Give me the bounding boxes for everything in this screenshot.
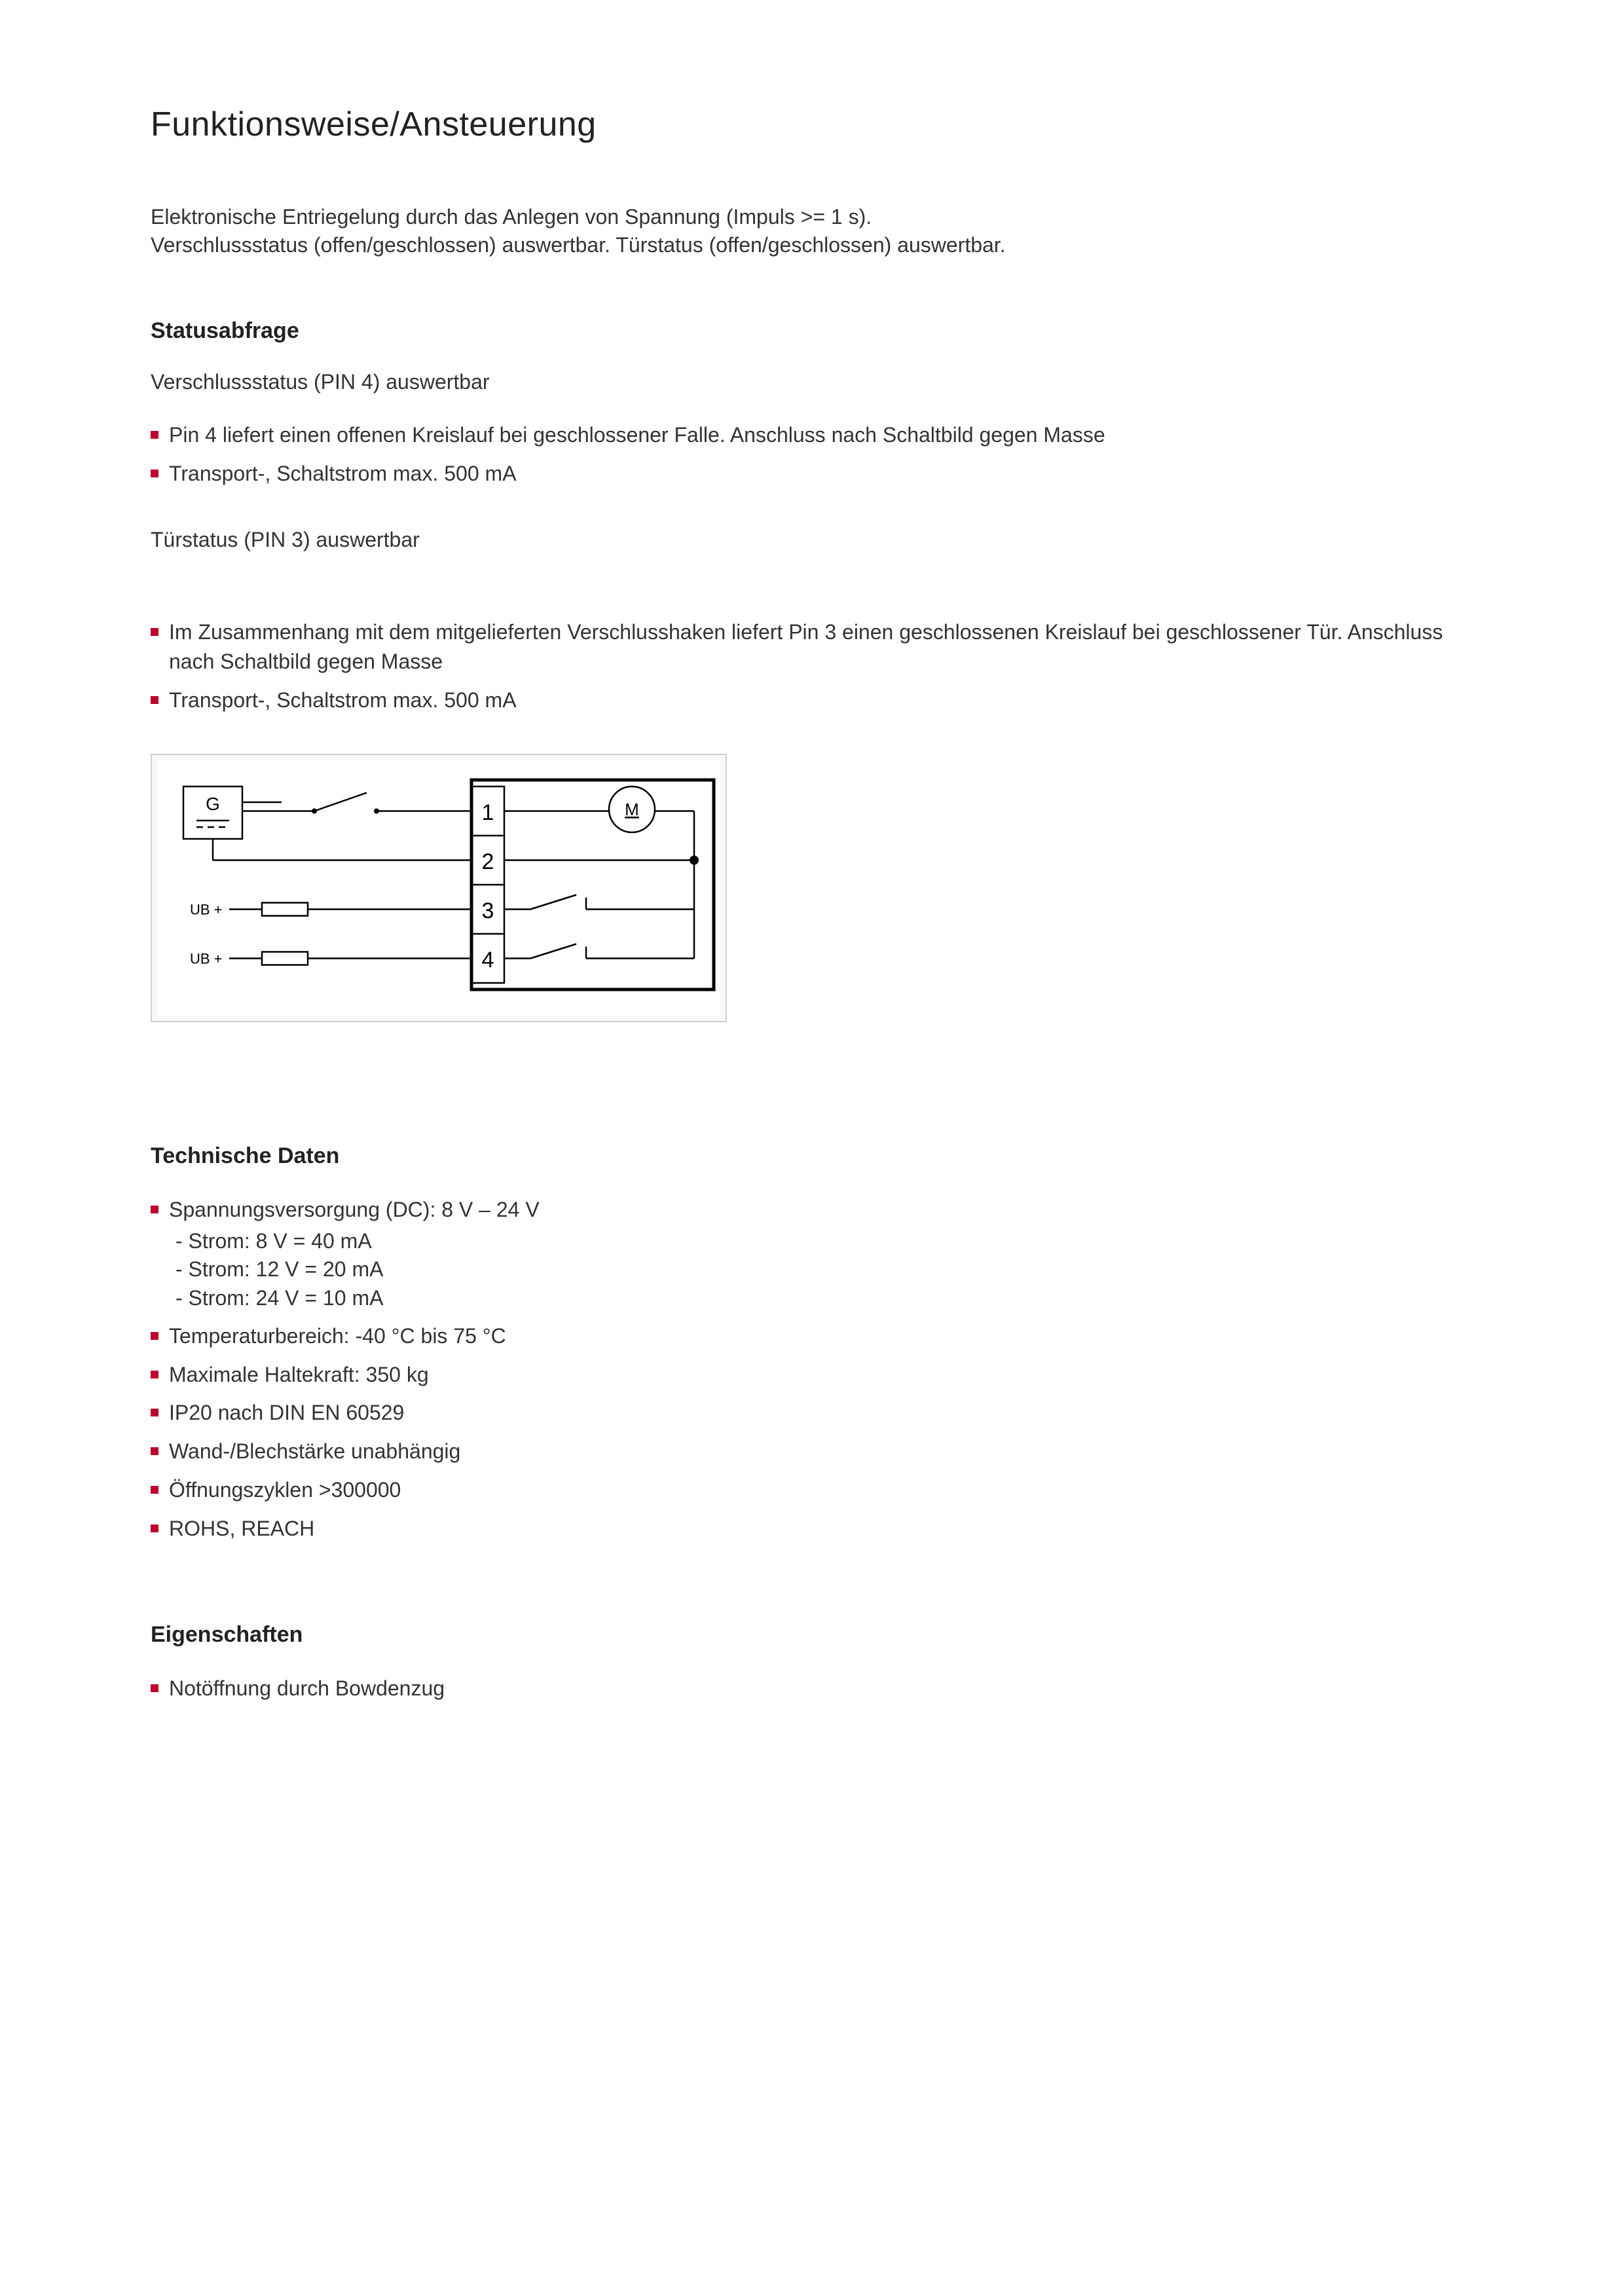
list-subitem: - Strom: 24 V = 10 mA <box>169 1284 1473 1312</box>
svg-text:M: M <box>625 800 639 819</box>
list-item: Im Zusammenhang mit dem mitgelieferten V… <box>151 618 1473 676</box>
status-pin3-intro: Türstatus (PIN 3) auswertbar <box>151 528 1473 552</box>
circuit-svg: 1 2 3 4 G UB + UB + M <box>151 754 727 1022</box>
list-item: Öffnungszyklen >300000 <box>151 1475 1473 1505</box>
intro-line-2: Verschlussstatus (offen/geschlossen) aus… <box>151 233 1006 257</box>
intro-paragraph: Elektronische Entriegelung durch das Anl… <box>151 203 1473 259</box>
list-item: Temperaturbereich: -40 °C bis 75 °C <box>151 1322 1473 1351</box>
list-subitem: - Strom: 12 V = 20 mA <box>169 1255 1473 1284</box>
list-item: IP20 nach DIN EN 60529 <box>151 1398 1473 1428</box>
circuit-diagram: 1 2 3 4 G UB + UB + M <box>151 754 1473 1026</box>
svg-text:UB +: UB + <box>190 951 223 967</box>
list-item: Transport-, Schaltstrom max. 500 mA <box>151 459 1473 489</box>
svg-text:4: 4 <box>482 948 494 972</box>
svg-text:3: 3 <box>482 898 494 923</box>
list-item: Wand-/Blechstärke unabhängig <box>151 1437 1473 1466</box>
svg-text:1: 1 <box>482 800 494 825</box>
status-pin4-intro: Verschlussstatus (PIN 4) auswertbar <box>151 370 1473 394</box>
status-heading: Statusabfrage <box>151 318 1473 344</box>
props-list: Notöffnung durch Bowdenzug <box>151 1674 1473 1703</box>
props-heading: Eigenschaften <box>151 1622 1473 1648</box>
list-item: ROHS, REACH <box>151 1514 1473 1543</box>
list-item: Pin 4 liefert einen offenen Kreislauf be… <box>151 420 1473 450</box>
tech-list: Spannungsversorgung (DC): 8 V – 24 V- St… <box>151 1195 1473 1543</box>
svg-text:2: 2 <box>482 849 494 874</box>
list-subitem: - Strom: 8 V = 40 mA <box>169 1227 1473 1255</box>
list-item: Spannungsversorgung (DC): 8 V – 24 V- St… <box>151 1195 1473 1312</box>
tech-heading: Technische Daten <box>151 1143 1473 1169</box>
svg-text:UB +: UB + <box>190 902 223 918</box>
list-item: Notöffnung durch Bowdenzug <box>151 1674 1473 1703</box>
intro-line-1: Elektronische Entriegelung durch das Anl… <box>151 205 872 229</box>
list-item: Maximale Haltekraft: 350 kg <box>151 1360 1473 1390</box>
svg-text:G: G <box>206 794 220 814</box>
status-pin3-list: Im Zusammenhang mit dem mitgelieferten V… <box>151 618 1473 714</box>
page: Funktionsweise/Ansteuerung Elektronische… <box>0 0 1624 2292</box>
list-item: Transport-, Schaltstrom max. 500 mA <box>151 686 1473 715</box>
page-title: Funktionsweise/Ansteuerung <box>151 105 1473 144</box>
status-pin4-list: Pin 4 liefert einen offenen Kreislauf be… <box>151 420 1473 489</box>
